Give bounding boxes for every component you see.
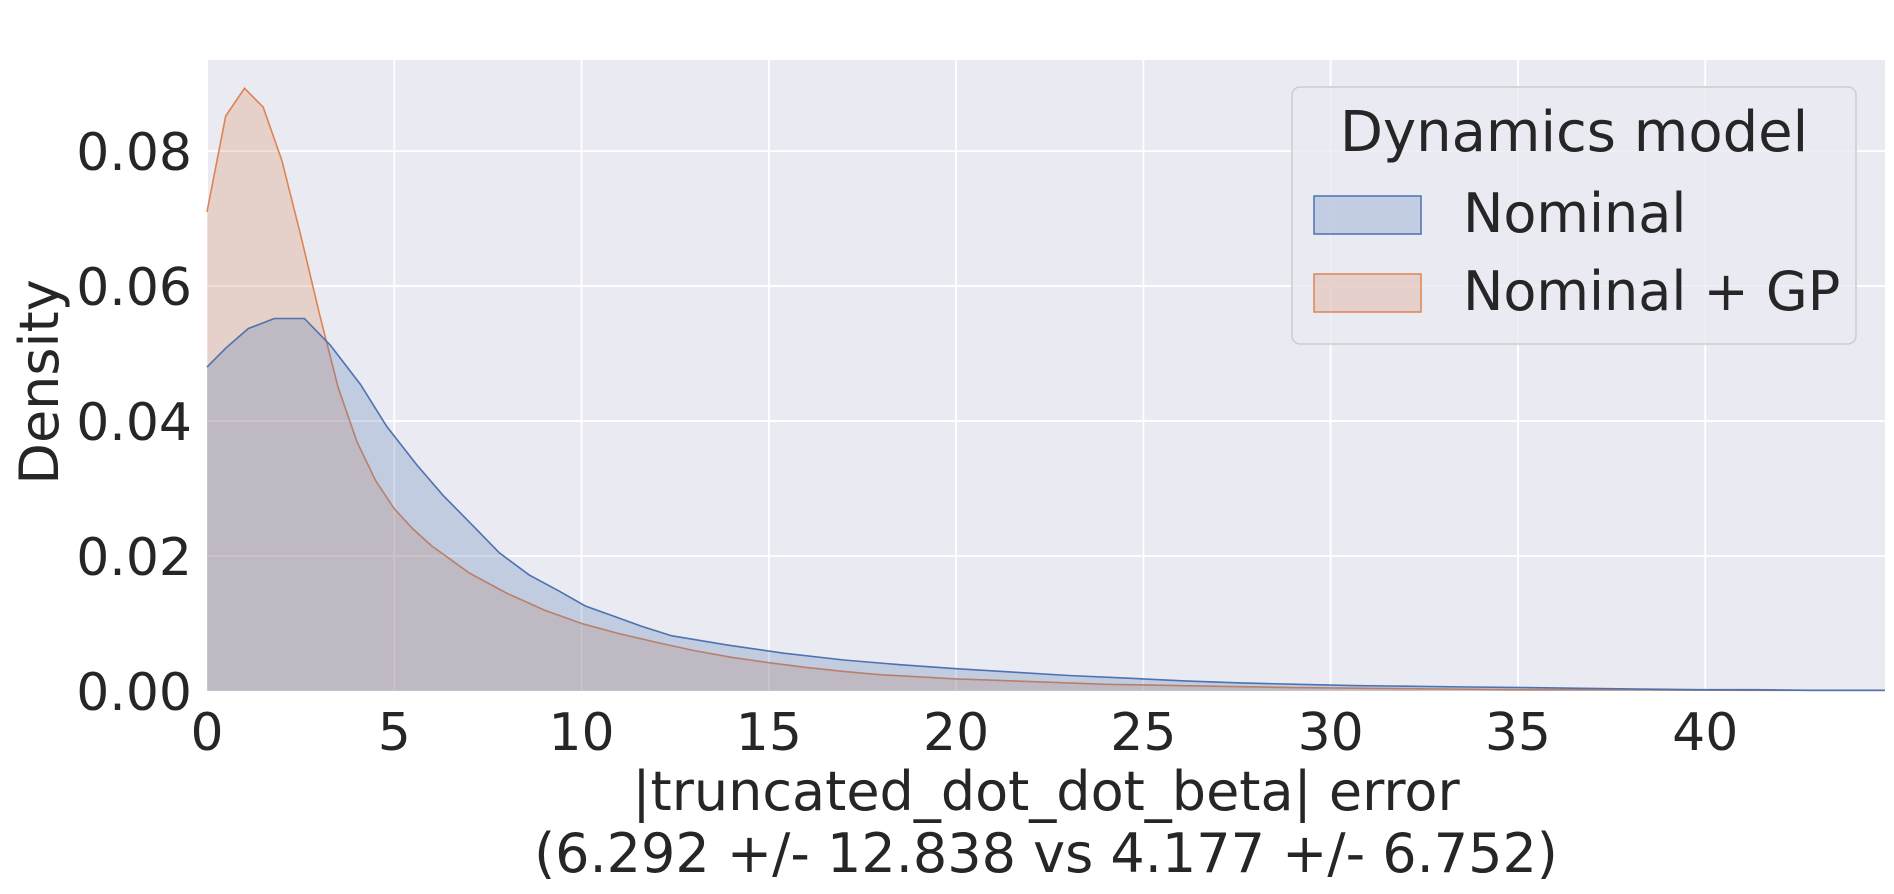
area-nominal-gp xyxy=(207,88,1885,692)
y-tick-label: 0.08 xyxy=(76,123,192,183)
x-tick-label: 5 xyxy=(378,703,411,763)
density-areas xyxy=(206,87,1885,692)
y-tick-label: 0.00 xyxy=(76,663,192,723)
legend-frame xyxy=(1291,86,1857,345)
x-axis-label: |truncated_dot_dot_beta| error xyxy=(632,760,1460,823)
legend-swatch-nominal xyxy=(1313,195,1422,235)
x-tick-label: 30 xyxy=(1298,703,1364,763)
y-axis-label: Density xyxy=(8,279,71,484)
x-axis-label-stats: (6.292 +/- 12.838 vs 4.177 +/- 6.752) xyxy=(534,822,1558,885)
y-tick-label: 0.06 xyxy=(76,258,192,318)
x-tick-label: 40 xyxy=(1672,703,1738,763)
y-tick-label: 0.02 xyxy=(76,528,192,588)
legend-label-nominal-gp: Nominal + GP xyxy=(1463,260,1840,323)
line-nominal-gp xyxy=(206,87,1885,692)
legend-title: Dynamics model xyxy=(1340,100,1808,165)
legend-label-nominal: Nominal xyxy=(1463,182,1686,245)
area-nominal xyxy=(207,318,1885,691)
x-tick-label: 25 xyxy=(1110,703,1176,763)
x-tick-label: 35 xyxy=(1485,703,1551,763)
x-tick-label: 20 xyxy=(923,703,989,763)
y-tick-labels: 0.00 0.02 0.04 0.06 0.08 xyxy=(76,123,192,723)
x-tick-label: 15 xyxy=(736,703,802,763)
x-tick-labels: 0 5 10 15 20 25 30 35 40 xyxy=(190,703,1738,763)
line-nominal xyxy=(206,317,1885,692)
x-tick-label: 0 xyxy=(190,703,223,763)
legend: Dynamics model Nominal Nominal + GP xyxy=(1291,86,1857,345)
y-tick-label: 0.04 xyxy=(76,393,192,453)
legend-swatch-nominal-gp xyxy=(1313,273,1422,313)
x-tick-label: 10 xyxy=(548,703,614,763)
